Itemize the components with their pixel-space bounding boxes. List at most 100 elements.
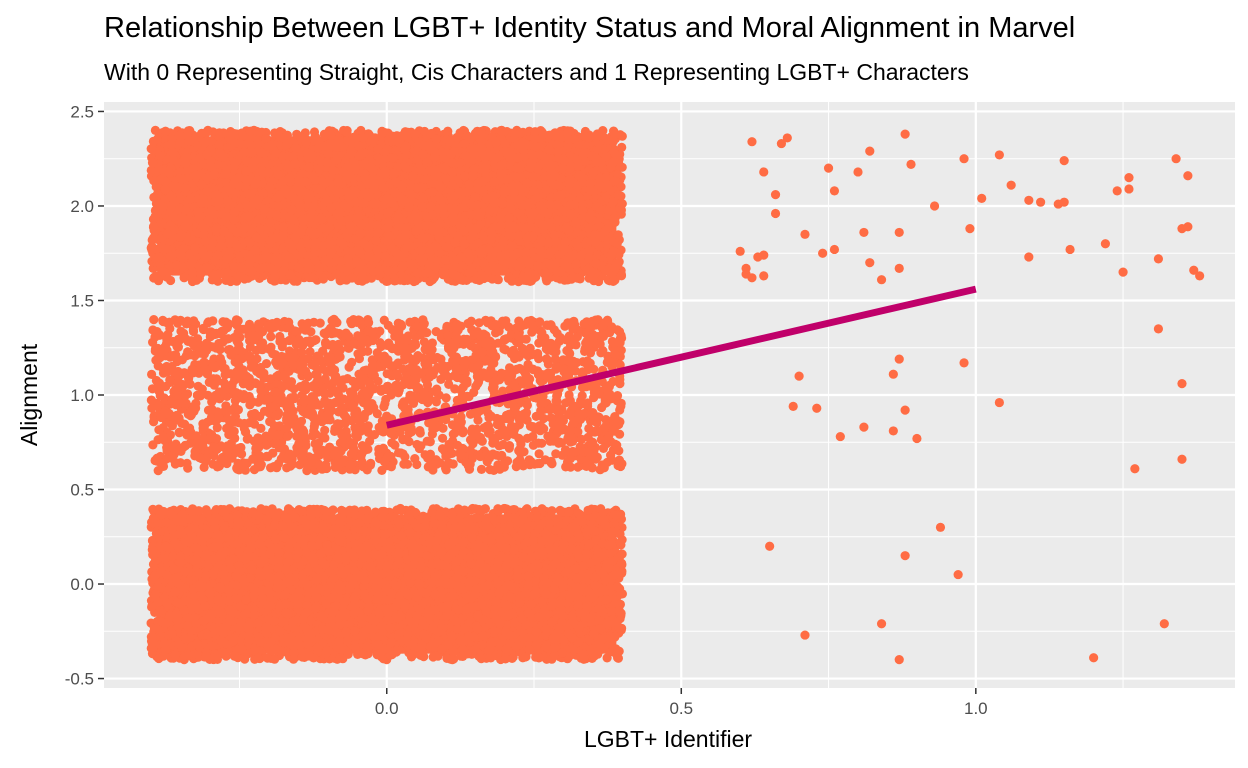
chart-subtitle: With 0 Representing Straight, Cis Charac… <box>104 59 969 85</box>
cluster-point <box>432 559 442 569</box>
cluster-point <box>297 506 307 516</box>
cluster-point <box>234 546 244 557</box>
cluster-point <box>377 569 388 579</box>
cluster-point <box>360 576 370 586</box>
cluster-point <box>302 580 312 590</box>
cluster-point <box>350 510 360 520</box>
cluster-point <box>233 538 243 548</box>
cluster-point <box>564 507 574 517</box>
cluster-point <box>524 645 535 655</box>
cluster-point <box>269 616 279 626</box>
cluster-point <box>183 546 193 557</box>
cluster-point <box>414 545 424 555</box>
cluster-point <box>172 615 182 625</box>
cluster-point <box>303 520 313 530</box>
cluster-point <box>459 537 469 547</box>
cluster-point <box>489 626 499 636</box>
cluster-point <box>511 642 521 652</box>
cluster-point <box>349 552 359 562</box>
cluster-point <box>427 578 437 588</box>
cluster-point <box>264 601 274 611</box>
cluster-point <box>194 580 204 590</box>
cluster-point <box>584 539 595 550</box>
cluster-point <box>307 541 317 551</box>
cluster-point <box>474 504 484 515</box>
cluster-point <box>270 654 280 664</box>
cluster-point <box>265 549 275 559</box>
cluster-point <box>210 517 220 527</box>
cluster-point <box>528 535 538 545</box>
cluster-point <box>312 575 322 585</box>
cluster-point <box>358 553 368 563</box>
cluster-point <box>213 529 223 540</box>
cluster-point <box>213 595 223 605</box>
cluster-point <box>324 546 334 556</box>
cluster-point <box>349 539 359 549</box>
cluster-point <box>594 604 604 614</box>
cluster-point <box>430 519 440 529</box>
cluster-point <box>493 506 504 516</box>
cluster-point <box>541 642 551 652</box>
cluster-point <box>400 587 411 598</box>
cluster-point <box>147 545 157 555</box>
cluster-point <box>233 519 243 529</box>
cluster-point <box>304 651 315 661</box>
cluster-point <box>268 645 278 656</box>
cluster-point <box>395 503 405 514</box>
cluster-point <box>518 552 529 562</box>
cluster-point <box>191 618 201 628</box>
cluster-point <box>517 527 527 537</box>
cluster-point <box>153 608 163 618</box>
cluster-point <box>605 548 615 558</box>
cluster-point <box>405 527 415 538</box>
cluster-point <box>231 571 241 581</box>
cluster-point <box>173 598 183 608</box>
cluster-point <box>602 619 612 629</box>
cluster-point <box>378 645 388 655</box>
cluster-point <box>381 604 391 614</box>
cluster-point <box>155 508 165 519</box>
cluster-point <box>208 569 218 579</box>
cluster-point <box>231 594 241 604</box>
cluster-point <box>285 576 295 586</box>
cluster-point <box>501 543 511 553</box>
cluster-point <box>349 565 360 576</box>
cluster-point <box>542 578 552 588</box>
cluster-point <box>311 592 321 602</box>
cluster-point <box>363 606 373 616</box>
cluster-point <box>586 524 596 534</box>
cluster-point <box>579 561 589 571</box>
cluster-point <box>386 527 396 537</box>
cluster-point <box>568 644 578 654</box>
cluster-point <box>503 580 513 590</box>
cluster-point <box>601 595 611 605</box>
cluster-point <box>467 533 477 543</box>
cluster-point <box>470 589 480 600</box>
cluster-point <box>249 646 259 656</box>
cluster-point <box>391 581 401 591</box>
cluster-point <box>571 564 581 574</box>
cluster-point <box>218 570 228 580</box>
cluster-point <box>537 504 547 514</box>
cluster-point <box>329 573 339 583</box>
cluster-point <box>326 529 336 539</box>
cluster-point <box>487 512 497 523</box>
cluster-point <box>509 545 519 556</box>
cluster-point <box>332 628 342 638</box>
cluster-point <box>201 652 211 662</box>
cluster-point <box>180 567 190 577</box>
cluster-point <box>613 653 624 663</box>
cluster-point <box>167 523 178 533</box>
cluster-point <box>350 642 360 652</box>
cluster-point <box>497 568 507 578</box>
cluster-point <box>370 616 380 626</box>
cluster-point <box>248 508 259 519</box>
cluster-point <box>551 525 561 535</box>
cluster-point <box>154 653 164 664</box>
cluster-point <box>292 599 303 609</box>
cluster-point <box>613 582 623 592</box>
cluster-point <box>512 571 523 581</box>
cluster-point <box>151 529 161 539</box>
cluster-point <box>547 506 557 516</box>
cluster-point <box>419 629 429 639</box>
